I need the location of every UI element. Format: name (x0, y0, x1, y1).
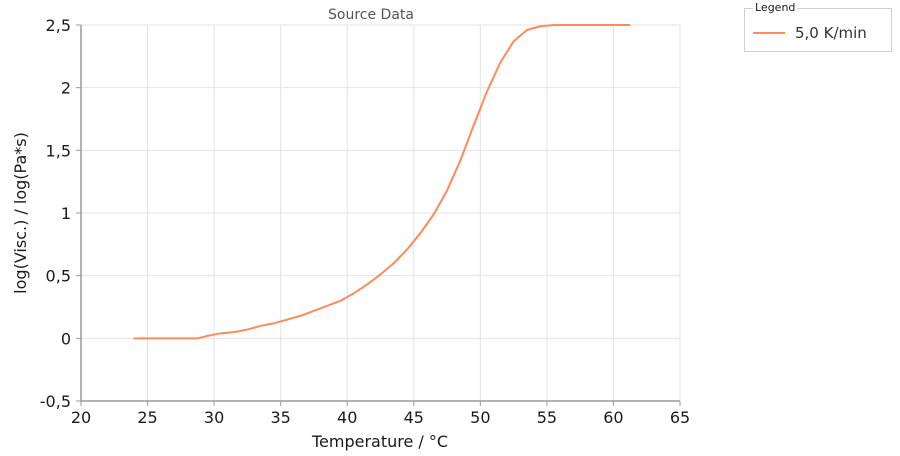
legend: Legend 5,0 K/min (744, 1, 892, 52)
x-tick-label: 25 (137, 408, 157, 427)
x-tick-label: 40 (337, 408, 357, 427)
x-tick-label: 45 (404, 408, 424, 427)
x-tick-label: 50 (470, 408, 490, 427)
y-tick-label: 2 (61, 79, 71, 98)
x-tick-label: 55 (537, 408, 557, 427)
y-axis-title: log(Visc.) / log(Pa*s) (11, 132, 30, 294)
legend-swatch (753, 32, 785, 34)
series (133, 24, 631, 340)
x-tick-label: 60 (603, 408, 623, 427)
x-tick-label: 35 (270, 408, 290, 427)
legend-label: 5,0 K/min (795, 24, 867, 42)
y-tick-label: -0,5 (40, 392, 71, 411)
y-tick-label: 0,5 (46, 267, 71, 286)
y-tick-labels: -0,5 0 0,5 1 1,5 2 2,5 (40, 16, 71, 411)
x-tick-label: 20 (71, 408, 91, 427)
y-tick-label: 1 (61, 204, 71, 223)
grid (81, 24, 681, 401)
y-tick-label: 0 (61, 329, 71, 348)
x-tick-label: 65 (670, 408, 690, 427)
x-tick-labels: 20 25 30 35 40 45 50 55 60 65 (71, 408, 690, 427)
y-tick-label: 2,5 (46, 16, 71, 35)
chart-title: Source Data (328, 7, 414, 23)
legend-title: Legend (753, 1, 798, 15)
series-line (133, 24, 631, 340)
axes (76, 24, 681, 406)
x-axis-title: Temperature / °C (311, 432, 448, 451)
legend-item[interactable]: 5,0 K/min (753, 23, 867, 43)
x-tick-label: 30 (204, 408, 224, 427)
y-tick-label: 1,5 (46, 141, 71, 160)
